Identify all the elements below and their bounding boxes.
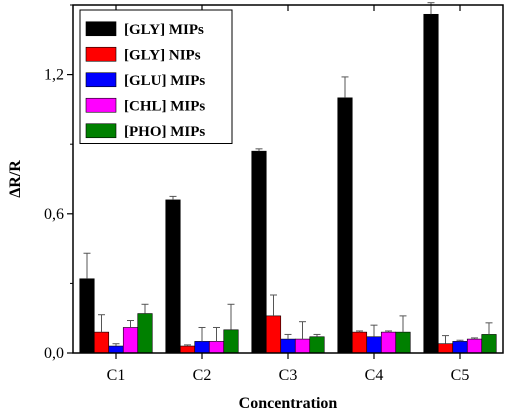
bar-c5-series-3: [452, 341, 468, 354]
bar-c1-series-2: [93, 331, 110, 354]
error-bar: [255, 148, 263, 152]
bar-c1-series-4: [122, 327, 139, 354]
y-axis-title: ΔR/R: [7, 160, 24, 198]
bar-c3-series-4: [294, 338, 311, 354]
x-axis-title: Concentration: [239, 395, 338, 412]
bar-c4-series-2: [351, 331, 368, 354]
bar-c3-series-3: [280, 338, 296, 354]
error-bar: [456, 339, 464, 342]
legend-swatch: [85, 123, 117, 139]
y-tick-label: 0,6: [44, 206, 64, 223]
legend-label: [GLY] NIPs: [124, 47, 201, 63]
axis-layer: C1 C2 C3 C4 C5 0,0 0,6 1,2: [44, 4, 470, 384]
legend-label: [GLU] MIPs: [124, 73, 205, 89]
x-tick-label: C1: [107, 367, 126, 384]
legend-swatch: [85, 46, 117, 62]
legend-item: [GLY] NIPs: [85, 46, 201, 63]
error-bar: [112, 343, 120, 347]
bar-c3-series-2: [265, 315, 282, 354]
legend-item: [PHO] MIPs: [85, 123, 205, 140]
legend-swatch: [85, 97, 117, 113]
error-bar: [284, 333, 292, 340]
legend-item: [GLU] MIPs: [85, 72, 205, 89]
error-bar: [270, 294, 277, 316]
legend-item: [GLY] MIPs: [85, 21, 204, 38]
x-tick-label: C4: [365, 367, 384, 384]
error-bar: [442, 335, 449, 344]
bar-c4-series-3: [366, 336, 382, 354]
error-bar: [127, 320, 134, 328]
legend-swatch: [85, 21, 117, 37]
error-bar: [169, 195, 177, 200]
y-tick-label: 1,2: [44, 67, 64, 84]
bar-c1-series-5: [137, 313, 153, 354]
error-bar: [471, 337, 478, 340]
error-bar: [98, 314, 105, 333]
error-bar: [227, 303, 235, 330]
x-tick-label: C3: [279, 367, 298, 384]
bar-c2-series-2: [179, 345, 196, 354]
error-bar: [213, 326, 220, 342]
error-bar: [83, 252, 91, 279]
bar-c1-series-1: [79, 278, 95, 354]
bar-c3-series-5: [309, 336, 325, 354]
bar-c2-series-3: [194, 341, 210, 354]
error-bar: [399, 315, 407, 333]
error-bars-layer: [83, 2, 493, 347]
bars-layer: [79, 13, 497, 354]
legend-label: [PHO] MIPs: [124, 124, 205, 140]
error-bar: [141, 303, 149, 314]
bar-c4-series-5: [395, 331, 411, 354]
bar-c5-series-5: [481, 334, 497, 354]
bar-c1-series-3: [108, 345, 124, 354]
error-bar: [198, 326, 206, 342]
legend-item: [CHL] MIPs: [85, 97, 205, 114]
bar-c4-series-1: [337, 97, 353, 354]
legend-swatch: [85, 72, 117, 88]
y-tick-label: 0,0: [44, 345, 64, 362]
x-tick-label: C5: [451, 367, 470, 384]
bar-c2-series-5: [223, 329, 239, 354]
error-bar: [356, 330, 363, 333]
legend-label: [CHL] MIPs: [124, 98, 205, 114]
error-bar: [299, 321, 306, 340]
bar-c2-series-4: [208, 341, 225, 354]
bar-c5-series-2: [437, 343, 454, 354]
error-bar: [313, 333, 321, 337]
error-bar: [485, 322, 493, 335]
bar-c5-series-4: [466, 338, 483, 354]
error-bar: [184, 344, 191, 347]
bar-c2-series-1: [165, 199, 181, 354]
bar-c4-series-4: [380, 331, 397, 354]
error-bar: [341, 76, 349, 98]
legend-label: [GLY] MIPs: [124, 22, 204, 38]
bar-c5-series-1: [423, 13, 439, 354]
bar-c3-series-1: [251, 150, 267, 354]
x-tick-label: C2: [193, 367, 212, 384]
legend: [GLY] MIPs [GLY] NIPs [GLU] MIPs [CHL] MIPs…: [79, 9, 233, 144]
error-bar: [370, 324, 378, 337]
error-bar: [385, 330, 392, 333]
